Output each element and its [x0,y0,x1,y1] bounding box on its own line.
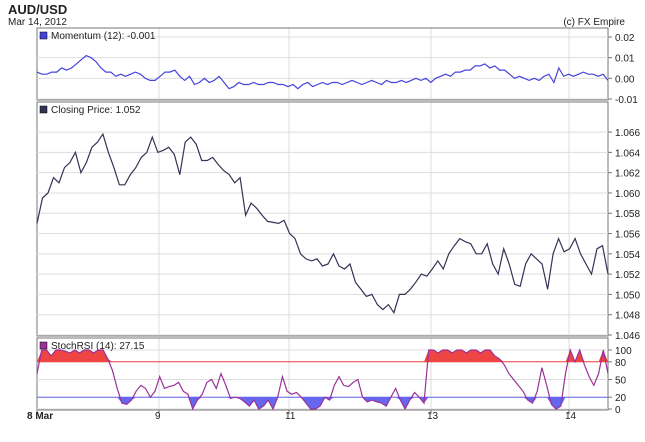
y-tick-label: 1.046 [615,331,640,342]
y-tick-label: 1.048 [615,311,640,322]
y-tick-label: 100 [615,346,632,357]
panel-frame-closing-price [36,101,609,337]
x-tick-label: 11 [285,411,296,422]
chart-date: Mar 14, 2012 [8,17,67,28]
y-tick-label: 0 [615,405,621,416]
y-tick-label: 0.01 [615,54,635,65]
y-tick-label: -0.01 [615,95,638,106]
y-tick-label: 50 [615,376,627,387]
panel-frame-stoch-rsi [36,337,609,411]
x-tick-label: 9 [155,411,161,422]
x-tick-label: 8 Mar [27,411,53,422]
x-tick-label: 14 [565,411,577,422]
series-line-stoch-rsi [36,347,609,411]
y-tick-label: 1.058 [615,209,640,220]
y-tick-label: 1.062 [615,169,640,180]
y-tick-label: 0.00 [615,74,635,85]
series-line-momentum [36,54,609,90]
oversold-fill [37,397,608,409]
chart-title: AUD/USD [8,2,68,17]
legend-label: Momentum (12): -0.001 [51,31,156,42]
y-tick-label: 80 [615,358,627,369]
y-tick-label: 1.060 [615,189,640,200]
legend-label: Closing Price: 1.052 [51,105,141,116]
series-line-closing-price [36,132,609,315]
panel-frame-momentum [36,27,609,101]
y-tick-label: 1.056 [615,230,640,241]
legend-swatch [39,341,48,350]
legend-label: StochRSI (14): 27.15 [51,341,145,352]
y-tick-label: 0.02 [615,33,635,44]
y-tick-label: 20 [615,393,627,404]
chart-credit: (c) FX Empire [563,17,625,28]
y-tick-label: 1.066 [615,128,640,139]
overbought-fill [37,350,608,362]
y-tick-label: 1.050 [615,290,640,301]
y-tick-label: 1.052 [615,270,640,281]
legend-swatch [39,105,48,114]
y-tick-label: 1.054 [615,250,640,261]
x-tick-label: 13 [427,411,439,422]
y-tick-label: 1.064 [615,148,640,159]
legend-swatch [39,31,48,40]
